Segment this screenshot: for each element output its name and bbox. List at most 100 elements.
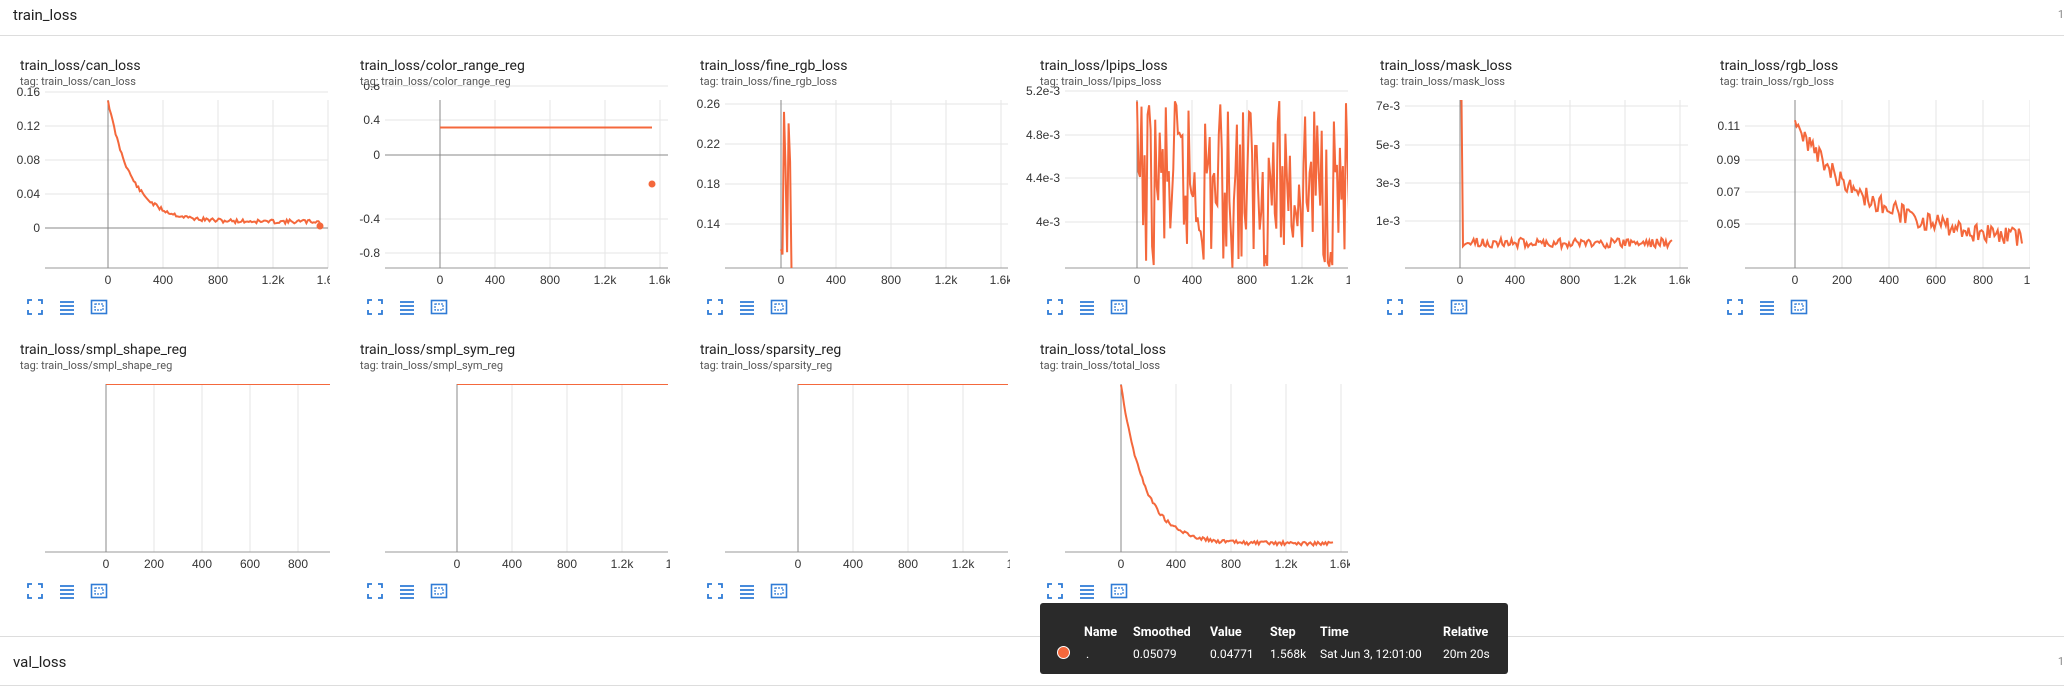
fit-domain-icon[interactable] (1450, 298, 1468, 316)
fullscreen-icon[interactable] (706, 298, 724, 316)
chart-plot[interactable]: 0 400 800 1.2k 1.6k -0.8 -0.4 0 0.4 0.8 (340, 84, 670, 294)
tooltip-step-value: 1.568k (1270, 647, 1307, 661)
y-tick-label: 4e-3 (1036, 215, 1060, 229)
x-tick-label: 1.6k (666, 557, 670, 571)
log-scale-icon[interactable] (398, 582, 416, 600)
tooltip-header-step: Step (1270, 625, 1296, 640)
x-tick-label: 0 (1134, 273, 1141, 287)
chart-plot[interactable]: 020040060080000.040.080.120.16 (0, 368, 330, 578)
fit-domain-icon[interactable] (90, 298, 108, 316)
fullscreen-icon[interactable] (1046, 298, 1064, 316)
y-tick-label: 0 (373, 148, 380, 162)
x-tick-label: 400 (1879, 273, 1899, 287)
tooltip-time-value: Sat Jun 3, 12:01:00 (1320, 647, 1422, 661)
section-header-val-loss[interactable]: val_loss 1 (0, 636, 2064, 686)
chart-plot[interactable]: 0 400 800 1.2k 1.6k 0.14 0.18 0.22 0.26 (680, 84, 1010, 294)
fullscreen-icon[interactable] (26, 582, 44, 600)
y-tick-label: 4.4e-3 (1026, 171, 1060, 185)
fullscreen-icon[interactable] (1726, 298, 1744, 316)
y-tick-label: 0.04 (17, 187, 41, 201)
x-tick-label: 1.2k (611, 557, 635, 571)
fullscreen-icon[interactable] (706, 582, 724, 600)
x-tick-label: 1.2k (935, 273, 959, 287)
x-tick-label: 400 (843, 557, 863, 571)
x-tick-label: 1.6k (1330, 557, 1350, 571)
x-tick-label: 0 (105, 273, 112, 287)
fit-domain-icon[interactable] (90, 582, 108, 600)
chart-title: train_loss/rgb_loss (1720, 58, 1839, 74)
y-tick-label: 0.07 (1717, 185, 1741, 199)
log-scale-icon[interactable] (58, 298, 76, 316)
tooltip-header-smoothed: Smoothed (1133, 625, 1191, 640)
y-tick-label: 5.2e-3 (1026, 84, 1060, 98)
y-tick-label: 1e-3 (1376, 214, 1400, 228)
raw-series-line (107, 100, 321, 225)
log-scale-icon[interactable] (1418, 298, 1436, 316)
fullscreen-icon[interactable] (366, 582, 384, 600)
series-endpoint-dot (648, 180, 656, 188)
x-tick-label: 800 (557, 557, 577, 571)
x-tick-label: 800 (540, 273, 560, 287)
log-scale-icon[interactable] (398, 298, 416, 316)
chart-plot[interactable]: 0 400 800 1.2k 1.6k 4e-3 4.4e-3 4.8e-3 5.2e-3 (1020, 84, 1350, 294)
chart-tag: tag: train_loss/fine_rgb_loss (700, 75, 838, 88)
fullscreen-icon[interactable] (366, 298, 384, 316)
chart-plot[interactable]: 0 400 800 1.2k 1.6k 1e-3 3e-3 5e-3 7e-3 (1360, 84, 1690, 294)
y-tick-label: 0.26 (697, 97, 721, 111)
fit-domain-icon[interactable] (430, 298, 448, 316)
chart-tag: tag: train_loss/smpl_shape_reg (20, 359, 173, 372)
chart-tag: tag: train_loss/total_loss (1040, 359, 1161, 372)
x-tick-label: 800 (1237, 273, 1257, 287)
x-tick-label: 200 (1832, 273, 1852, 287)
x-tick-label: 1.6k (1346, 273, 1350, 287)
x-tick-label: 0 (795, 557, 802, 571)
tooltip-smoothed-value: 0.05079 (1133, 647, 1177, 661)
fullscreen-icon[interactable] (1046, 582, 1064, 600)
x-tick-label: 800 (288, 557, 308, 571)
x-tick-label: 1.2k (262, 273, 286, 287)
chart-title: train_loss/fine_rgb_loss (700, 58, 848, 74)
fit-domain-icon[interactable] (1790, 298, 1808, 316)
fit-domain-icon[interactable] (770, 582, 788, 600)
chart-title: train_loss/color_range_reg (360, 58, 525, 74)
chart-plot[interactable]: 0 400 800 1.2k 1.6k 0 0.04 0.08 0.12 0.16 (0, 84, 330, 294)
x-tick-label: 600 (240, 557, 260, 571)
chart-plot[interactable]: 0 200 400 600 800 1k 0.05 0.07 0.09 0.11 (1700, 84, 2030, 294)
tooltip-relative-value: 20m 20s (1443, 647, 1490, 661)
chart-tag: tag: train_loss/color_range_reg (360, 75, 511, 88)
chart-card: train_loss/color_range_reg tag: train_los… (340, 52, 670, 322)
y-tick-label: 0.14 (697, 217, 721, 231)
x-tick-label: 800 (898, 557, 918, 571)
fit-domain-icon[interactable] (770, 298, 788, 316)
smoothed-series-line (1460, 100, 1673, 252)
log-scale-icon[interactable] (1078, 582, 1096, 600)
y-tick-label: 5e-3 (1376, 138, 1400, 152)
x-tick-label: 1.6k (990, 273, 1010, 287)
log-scale-icon[interactable] (738, 582, 756, 600)
log-scale-icon[interactable] (58, 582, 76, 600)
x-tick-label: 800 (1560, 273, 1580, 287)
fit-domain-icon[interactable] (430, 582, 448, 600)
chart-tag: tag: train_loss/mask_loss (1380, 75, 1505, 88)
fullscreen-icon[interactable] (1386, 298, 1404, 316)
x-tick-label: 800 (1221, 557, 1241, 571)
log-scale-icon[interactable] (738, 298, 756, 316)
section-count: 1 (2057, 8, 2064, 21)
y-tick-label: 0.05 (1717, 217, 1741, 231)
x-tick-label: 600 (1926, 273, 1946, 287)
section-header-train-loss[interactable]: train_loss 1 (0, 0, 2064, 36)
chart-tag: tag: train_loss/smpl_sym_reg (360, 359, 504, 372)
chart-tag: tag: train_loss/rgb_loss (1720, 75, 1835, 88)
log-scale-icon[interactable] (1078, 298, 1096, 316)
fit-domain-icon[interactable] (1110, 582, 1128, 600)
chart-card: train_loss/smpl_sym_reg tag: train_loss/s… (340, 336, 670, 606)
chart-card: train_loss/total_loss tag: train_loss/tot… (1020, 336, 1350, 606)
log-scale-icon[interactable] (1758, 298, 1776, 316)
x-tick-label: 1k (2024, 273, 2030, 287)
fit-domain-icon[interactable] (1110, 298, 1128, 316)
x-tick-label: 200 (144, 557, 164, 571)
fullscreen-icon[interactable] (26, 298, 44, 316)
